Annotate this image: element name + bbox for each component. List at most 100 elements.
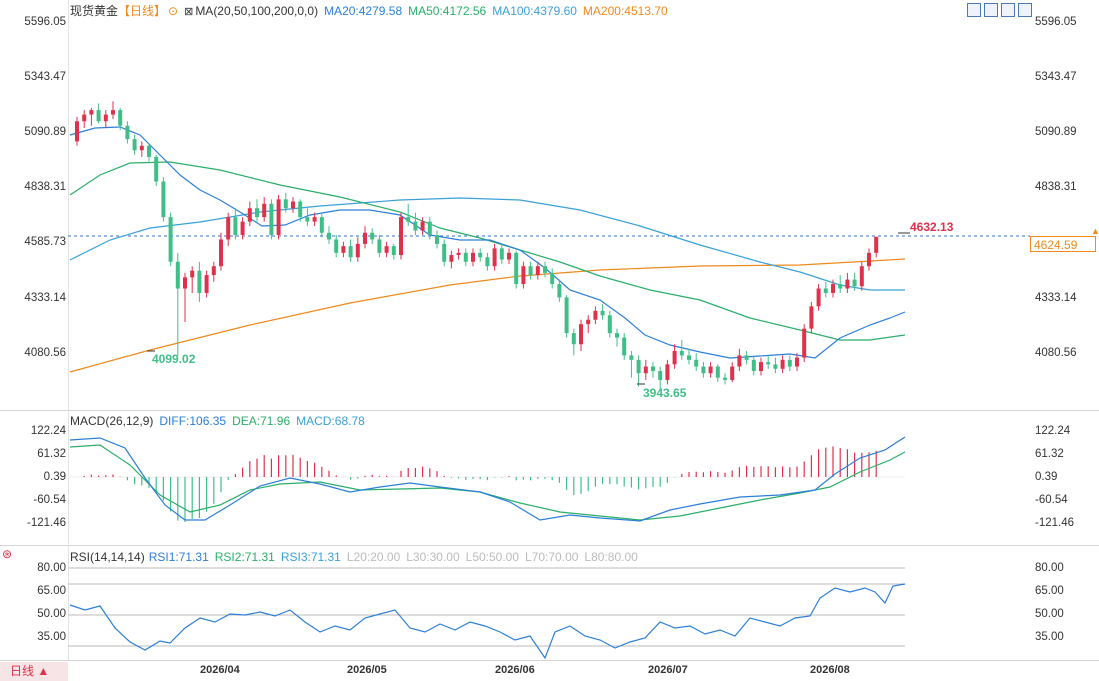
candle-body <box>312 217 317 222</box>
time-tick: 2026/05 <box>347 664 387 676</box>
candle-body <box>478 252 483 258</box>
price-tick: 5596.05 <box>24 16 66 28</box>
candle-body <box>564 297 569 334</box>
candle-body <box>435 234 439 244</box>
high-price-label: 4632.13 <box>910 220 954 234</box>
candle-body <box>795 357 799 367</box>
candle-body <box>125 125 130 140</box>
instrument-name[interactable]: 现货黄金 <box>70 4 119 18</box>
candle-body <box>406 217 411 222</box>
rsi-l50: L50:50.00 <box>465 550 520 564</box>
candle-body <box>183 277 187 289</box>
macd-tick: 0.39 <box>1035 471 1058 483</box>
candle-body <box>427 221 432 235</box>
period-label[interactable]: 【日线】 <box>118 4 167 18</box>
price-tick: 4838.31 <box>24 181 66 193</box>
candle-body <box>255 208 259 218</box>
price-tick: 5090.89 <box>1035 126 1077 138</box>
instrument-header: 现货黄金【日线】 ⊙ ⊠ MA(20,50,100,200,0,0) MA20:4279… <box>70 3 674 19</box>
candle-body <box>615 333 619 338</box>
settings-icon[interactable]: ⊙ <box>168 4 179 18</box>
rsi-params[interactable]: RSI(14,14,14) <box>70 550 145 564</box>
candle-body <box>139 145 144 151</box>
candle-body <box>730 366 735 380</box>
rsi2-value: RSI2:71.31 <box>214 550 275 564</box>
candle-body <box>305 217 310 222</box>
ma100-value: MA100:4379.60 <box>492 4 577 18</box>
macd-params[interactable]: MACD(26,12,9) <box>70 414 154 428</box>
candle-body <box>118 110 123 126</box>
candle-body <box>442 243 447 262</box>
price-tick: 5343.47 <box>1035 71 1077 83</box>
rsi-l20: L20:20.00 <box>346 550 401 564</box>
candle-body <box>543 266 547 273</box>
candle-body <box>751 359 756 372</box>
low-price-label-2: 3943.65 <box>643 386 687 400</box>
candle-body <box>269 203 274 235</box>
price-tick: 4585.73 <box>24 236 66 248</box>
alert-icon[interactable]: ▲ <box>1091 226 1099 236</box>
candle-body <box>766 362 771 365</box>
candle-body <box>550 272 555 285</box>
macd-tick: 61.32 <box>1035 448 1064 460</box>
candle-body <box>665 364 670 380</box>
candle-body <box>715 366 720 378</box>
rsi-tick: 35.00 <box>1035 631 1064 643</box>
candle-body <box>132 139 137 151</box>
scroll-left-icon[interactable] <box>1001 3 1015 17</box>
candle-body <box>384 246 389 253</box>
rsi-tick: 50.00 <box>37 608 66 620</box>
current-price-tag: 4624.59 <box>1030 236 1096 252</box>
zoom-out-icon[interactable] <box>984 3 998 17</box>
candle-body <box>622 337 627 356</box>
candle-body <box>262 203 267 218</box>
candle-body <box>787 359 792 367</box>
candle-body <box>485 257 490 267</box>
candle-body <box>838 284 843 289</box>
price-tick: 4838.31 <box>1035 181 1077 193</box>
candle-body <box>528 266 533 276</box>
ma-params[interactable]: MA(20,50,100,200,0,0) <box>195 4 319 18</box>
crosshair-icon[interactable]: ⊛ <box>2 547 13 561</box>
candle-body <box>593 310 598 320</box>
macd-diff-line <box>69 436 906 522</box>
candle-body <box>190 270 195 278</box>
macd-dea-line <box>69 444 906 521</box>
macd-diff: DIFF:106.35 <box>159 414 227 428</box>
candle-body <box>96 110 101 122</box>
candle-body <box>103 114 108 122</box>
candle-body <box>492 248 497 267</box>
candle-body <box>89 110 94 115</box>
ma50-line <box>69 161 906 341</box>
period-selector-button[interactable]: 日线 ▲ <box>0 662 68 681</box>
candle-body <box>823 288 828 293</box>
candle-body <box>521 266 526 285</box>
candle-body <box>168 217 173 262</box>
indicator-icon[interactable]: ⊠ <box>184 6 194 18</box>
candle-body <box>507 252 511 260</box>
scroll-right-icon[interactable] <box>1018 3 1032 17</box>
rsi3-value: RSI3:71.31 <box>280 550 341 564</box>
macd-value: MACD:68.78 <box>296 414 365 428</box>
macd-tick: 122.24 <box>1035 425 1071 437</box>
ma20-line <box>69 126 906 359</box>
rsi-header: RSI(14,14,14) RSI1:71.31 RSI2:71.31 RSI3:71… <box>70 549 644 565</box>
candle-body <box>276 199 281 235</box>
zoom-in-icon[interactable] <box>967 3 981 17</box>
candle-body <box>175 261 180 289</box>
candle-body <box>600 310 605 316</box>
candle-body <box>629 355 634 360</box>
candle-body <box>377 239 382 253</box>
candle-body <box>211 266 216 276</box>
candle-body <box>499 248 504 260</box>
macd-tick: 0.39 <box>43 471 66 483</box>
macd-tick: 61.32 <box>37 448 66 460</box>
rsi1-value: RSI1:71.31 <box>148 550 209 564</box>
candle-body <box>355 243 360 258</box>
candle-body <box>723 377 727 380</box>
candle-body <box>701 366 706 374</box>
price-tick: 5090.89 <box>24 126 66 138</box>
price-tick: 4080.56 <box>24 347 66 359</box>
candle-body <box>334 239 339 253</box>
